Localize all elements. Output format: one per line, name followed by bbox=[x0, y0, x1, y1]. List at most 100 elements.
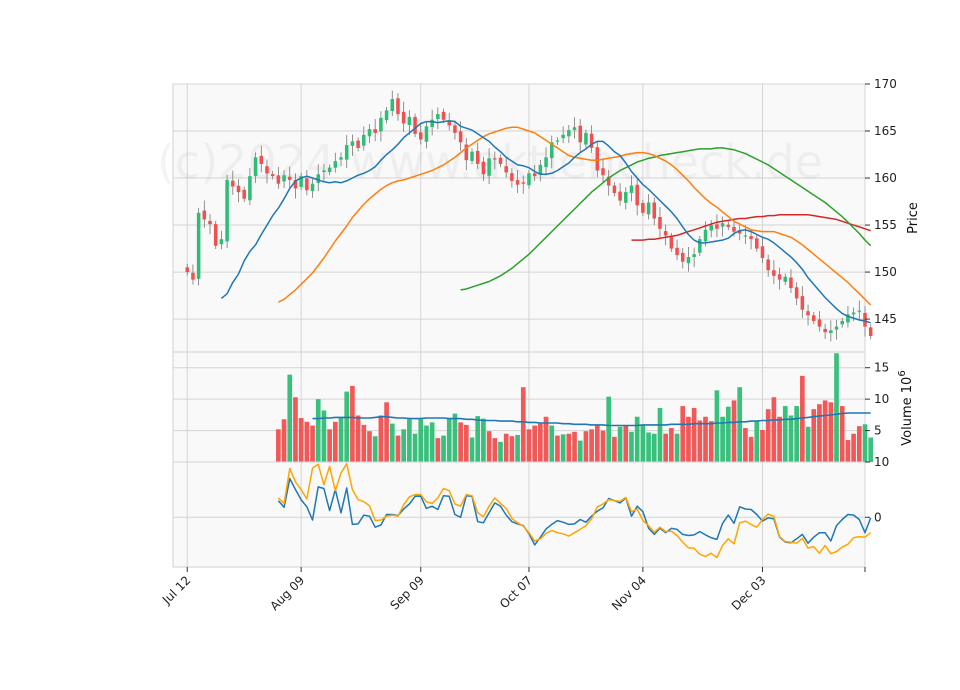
candle-up bbox=[567, 130, 571, 137]
candle-up bbox=[219, 239, 224, 245]
y-tick-label: 0 bbox=[874, 510, 882, 524]
candle-up bbox=[316, 174, 321, 183]
volume-bar bbox=[293, 397, 298, 462]
volume-bar bbox=[623, 425, 629, 462]
y-tick-label: 145 bbox=[874, 312, 897, 326]
volume-bar bbox=[674, 433, 680, 462]
candle-up bbox=[692, 254, 696, 258]
volume-bar bbox=[520, 387, 526, 462]
candle-up bbox=[555, 140, 560, 142]
volume-bar bbox=[817, 404, 822, 462]
volume-bar bbox=[669, 428, 674, 462]
volume-bar bbox=[549, 425, 555, 462]
volume-bar bbox=[543, 416, 549, 462]
candle-down bbox=[817, 319, 822, 327]
volume-bar bbox=[424, 425, 429, 462]
volume-bar bbox=[600, 430, 606, 462]
volume-bar bbox=[697, 420, 703, 462]
candle-down bbox=[618, 191, 622, 201]
price-panel-background bbox=[172, 83, 866, 353]
candle-down bbox=[868, 327, 873, 337]
candle-down bbox=[658, 216, 662, 229]
volume-bar bbox=[800, 375, 805, 462]
candle-up bbox=[851, 312, 856, 315]
candle-up bbox=[299, 176, 303, 187]
candle-down bbox=[595, 147, 600, 171]
candle-down bbox=[356, 140, 360, 148]
volume-average-line bbox=[312, 412, 871, 427]
candle-down bbox=[635, 184, 639, 206]
x-tick-label: Jul 12 bbox=[159, 573, 193, 607]
volume-bar bbox=[686, 416, 691, 462]
volume-bar bbox=[839, 406, 845, 462]
candle-up bbox=[538, 164, 543, 175]
x-tick-label: Oct 07 bbox=[497, 573, 535, 611]
candle-down bbox=[806, 311, 810, 316]
volume-bar bbox=[401, 429, 407, 462]
oscillator-line-1 bbox=[277, 477, 872, 546]
candle-down bbox=[589, 133, 594, 148]
volume-bars bbox=[276, 353, 874, 462]
volume-bar bbox=[407, 419, 412, 462]
candle-up bbox=[624, 192, 628, 203]
volume-bar bbox=[743, 428, 748, 462]
volume-bar bbox=[634, 416, 640, 462]
candle-up bbox=[282, 175, 286, 182]
volume-panel: 5 10 15 Volume 106 bbox=[172, 351, 915, 463]
candle-down bbox=[293, 179, 298, 189]
candle-down bbox=[413, 116, 417, 134]
candle-up bbox=[253, 157, 258, 177]
candle-up bbox=[709, 225, 713, 231]
volume-bar bbox=[350, 385, 355, 462]
candle-up bbox=[544, 157, 548, 168]
volume-bar bbox=[731, 400, 737, 462]
candle-down bbox=[641, 203, 645, 213]
candle-down bbox=[680, 252, 685, 262]
candle-up bbox=[248, 176, 252, 201]
volume-bar bbox=[805, 426, 811, 462]
volume-bar bbox=[412, 433, 418, 462]
candle-down bbox=[521, 182, 526, 184]
candle-up bbox=[196, 212, 201, 279]
ma50-line bbox=[460, 147, 872, 291]
candle-down bbox=[532, 173, 537, 177]
candle-up bbox=[362, 134, 366, 146]
candle-up bbox=[344, 145, 349, 160]
volume-bar bbox=[646, 432, 651, 462]
candle-down bbox=[418, 132, 423, 140]
candle-up bbox=[527, 173, 531, 186]
candle-down bbox=[737, 230, 742, 234]
volume-bar bbox=[594, 425, 600, 462]
moving-averages bbox=[220, 119, 872, 324]
volume-bar bbox=[515, 434, 520, 462]
volume-bar bbox=[725, 406, 731, 462]
candle-up bbox=[698, 239, 702, 253]
candles bbox=[185, 90, 873, 342]
candle-down bbox=[777, 274, 782, 280]
candle-down bbox=[675, 247, 679, 256]
candle-down bbox=[475, 150, 480, 164]
volume-bar bbox=[486, 431, 492, 462]
candle-down bbox=[453, 125, 457, 133]
volume-bar bbox=[663, 433, 668, 462]
candle-down bbox=[789, 277, 793, 289]
candle-down bbox=[715, 224, 719, 229]
candle-up bbox=[584, 132, 588, 145]
candle-down bbox=[191, 272, 195, 280]
volume-bar bbox=[555, 435, 560, 462]
y-tick-label: 165 bbox=[874, 124, 897, 138]
volume-bar bbox=[327, 429, 332, 462]
candle-down bbox=[760, 246, 765, 258]
candle-down bbox=[755, 238, 759, 249]
volume-bar bbox=[572, 431, 577, 462]
oscillator-lines bbox=[277, 462, 872, 559]
y-tick-label: 150 bbox=[874, 265, 897, 279]
x-tick-label: Sep 09 bbox=[387, 573, 426, 612]
volume-bar bbox=[469, 437, 475, 462]
oscillator-grid bbox=[173, 461, 866, 567]
volume-bar bbox=[492, 438, 498, 462]
candle-up bbox=[367, 129, 372, 137]
volume-bar bbox=[304, 421, 310, 462]
candle-up bbox=[686, 257, 691, 264]
